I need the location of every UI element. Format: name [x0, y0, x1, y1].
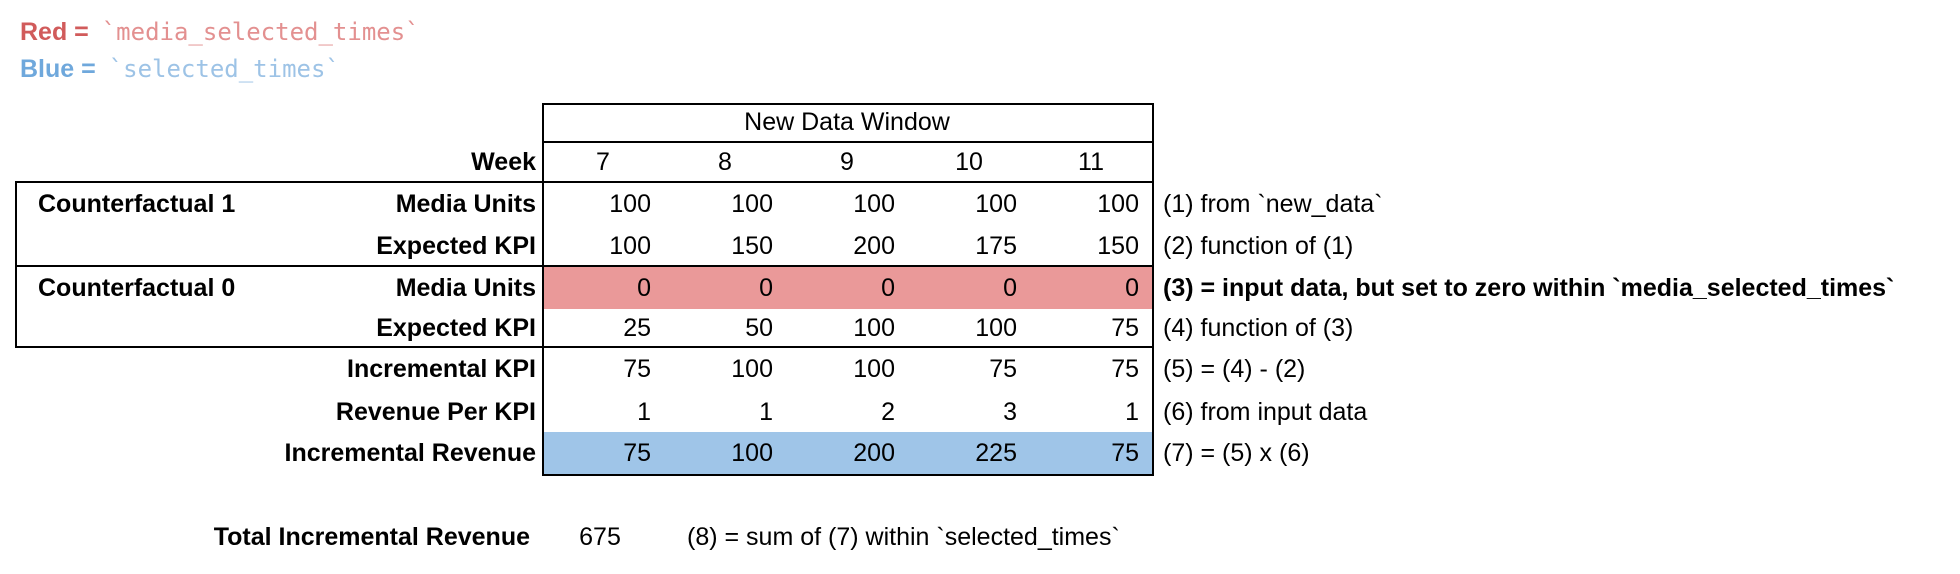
row-label: Media Units — [395, 274, 536, 302]
value-cell: 0 — [881, 274, 895, 302]
value-cell: 75 — [1111, 439, 1139, 467]
value-cell: 0 — [1003, 274, 1017, 302]
value-cell: 100 — [853, 190, 895, 218]
selected-times-highlight — [544, 432, 1152, 474]
legend-blue-label: Blue = — [20, 55, 96, 83]
week-label: Week — [471, 148, 536, 176]
value-cell: 75 — [1111, 314, 1139, 342]
value-cell: 225 — [975, 439, 1017, 467]
total-value: 675 — [579, 523, 621, 551]
row-annotation: (2) function of (1) — [1163, 232, 1354, 260]
table-row-cf1-media-units: Counterfactual 1 Media Units 100 100 100… — [0, 183, 1960, 225]
value-cell: 100 — [853, 355, 895, 383]
week-row: Week 7 8 9 10 11 — [0, 143, 1960, 181]
value-cell: 0 — [637, 274, 651, 302]
legend-red-code: `media_selected_times` — [101, 18, 420, 46]
value-cell: 1 — [1125, 398, 1139, 426]
table-row-incremental-revenue: Incremental Revenue 75 100 200 225 75 (7… — [0, 433, 1960, 474]
value-cell: 75 — [623, 439, 651, 467]
value-cell: 0 — [759, 274, 773, 302]
value-cell: 1 — [637, 398, 651, 426]
counterfactual1-box-bottom — [15, 265, 1154, 267]
value-cell: 100 — [731, 190, 773, 218]
value-cell: 0 — [1125, 274, 1139, 302]
week-cell: 9 — [840, 148, 854, 176]
value-cell: 100 — [975, 314, 1017, 342]
value-cell: 2 — [881, 398, 895, 426]
week-cell: 10 — [955, 148, 983, 176]
total-row: Total Incremental Revenue 675 (8) = sum … — [0, 521, 1960, 554]
table-row-revenue-per-kpi: Revenue Per KPI 1 1 2 3 1 (6) from input… — [0, 391, 1960, 433]
table-border-top — [542, 103, 1154, 105]
value-cell: 3 — [1003, 398, 1017, 426]
row-annotation: (1) from `new_data` — [1163, 190, 1383, 218]
data-box-left-border — [542, 103, 544, 476]
header-row: New Data Window — [0, 103, 1960, 141]
value-cell: 100 — [853, 314, 895, 342]
data-box-right-border — [1152, 103, 1154, 476]
label-box-left-border — [15, 181, 17, 348]
row-annotation: (5) = (4) - (2) — [1163, 355, 1306, 383]
table-row-cf0-media-units: Counterfactual 0 Media Units 0 0 0 0 0 (… — [0, 267, 1960, 309]
row-label: Expected KPI — [376, 314, 536, 342]
week-cell: 8 — [718, 148, 732, 176]
value-cell: 100 — [731, 439, 773, 467]
total-label: Total Incremental Revenue — [213, 523, 530, 551]
value-cell: 75 — [989, 355, 1017, 383]
table-row-cf0-expected-kpi: Expected KPI 25 50 100 100 75 (4) functi… — [0, 309, 1960, 347]
value-cell: 75 — [623, 355, 651, 383]
value-cell: 100 — [975, 190, 1017, 218]
legend-red-label: Red = — [20, 18, 89, 46]
value-cell: 100 — [731, 355, 773, 383]
table-row-cf1-expected-kpi: Expected KPI 100 150 200 175 150 (2) fun… — [0, 225, 1960, 267]
value-cell: 100 — [1097, 190, 1139, 218]
value-cell: 150 — [731, 232, 773, 260]
legend-blue-line: Blue = `selected_times` — [20, 51, 420, 88]
value-cell: 150 — [1097, 232, 1139, 260]
table-border-under-week — [15, 181, 1154, 183]
total-annotation: (8) = sum of (7) within `selected_times` — [687, 523, 1120, 551]
value-cell: 50 — [745, 314, 773, 342]
legend-red-line: Red = `media_selected_times` — [20, 14, 420, 51]
table-border-bottom — [542, 474, 1154, 476]
value-cell: 1 — [759, 398, 773, 426]
week-cell: 11 — [1078, 148, 1104, 176]
week-cell: 7 — [596, 148, 610, 176]
value-cell: 200 — [853, 439, 895, 467]
legend-blue-code: `selected_times` — [108, 55, 340, 83]
row-label: Incremental Revenue — [284, 439, 537, 467]
row-label: Media Units — [395, 190, 536, 218]
value-cell: 200 — [853, 232, 895, 260]
row-annotation: (3) = input data, but set to zero within… — [1163, 274, 1895, 302]
row-annotation: (6) from input data — [1163, 398, 1368, 426]
value-cell: 175 — [975, 232, 1017, 260]
table-row-incremental-kpi: Incremental KPI 75 100 100 75 75 (5) = (… — [0, 347, 1960, 391]
group-label-counterfactual-0: Counterfactual 0 — [38, 274, 236, 302]
row-label: Expected KPI — [376, 232, 536, 260]
value-cell: 100 — [609, 232, 651, 260]
counterfactual0-box-bottom — [15, 346, 1154, 348]
window-header: New Data Window — [744, 108, 950, 136]
row-annotation: (7) = (5) x (6) — [1163, 439, 1310, 467]
value-cell: 75 — [1111, 355, 1139, 383]
media-selected-times-highlight — [544, 267, 1152, 309]
value-cell: 100 — [609, 190, 651, 218]
row-annotation: (4) function of (3) — [1163, 314, 1354, 342]
group-label-counterfactual-1: Counterfactual 1 — [38, 190, 236, 218]
legend: Red = `media_selected_times` Blue = `sel… — [20, 14, 420, 88]
row-label: Incremental KPI — [347, 355, 536, 383]
table-border-under-header — [542, 141, 1154, 143]
value-cell: 25 — [623, 314, 651, 342]
row-label: Revenue Per KPI — [335, 398, 536, 426]
